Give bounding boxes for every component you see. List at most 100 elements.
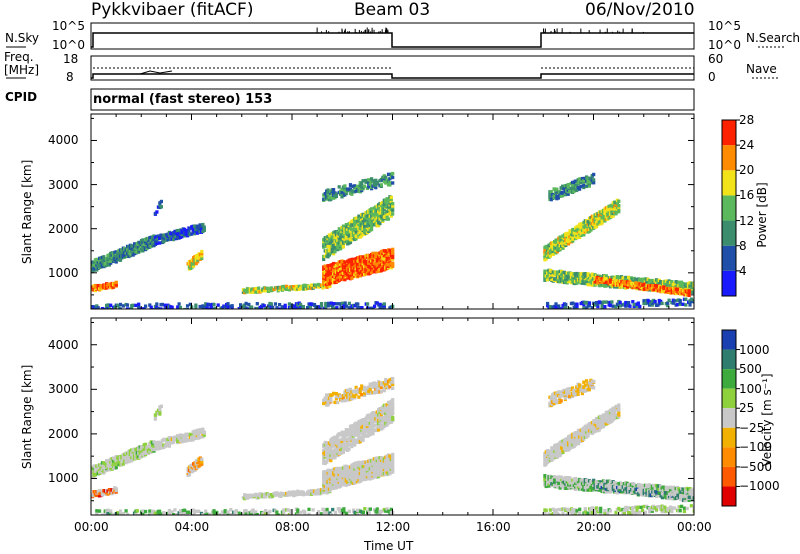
- power-cell: [202, 225, 206, 229]
- velocity-cell: [360, 384, 364, 388]
- power-cell: [659, 299, 663, 304]
- velocity-cell: [336, 483, 340, 487]
- power-cell: [339, 239, 343, 243]
- velocity-cell: [370, 383, 374, 388]
- freq-label-1: Freq.: [4, 50, 34, 64]
- power-cell: [244, 301, 248, 306]
- velocity-cell: [382, 388, 386, 393]
- power-cell: [239, 303, 243, 307]
- velocity-cell: [350, 397, 354, 401]
- velocity-cell: [354, 392, 358, 396]
- velocity-cell: [355, 423, 360, 428]
- velocity-cell: [301, 492, 305, 497]
- velocity-cell: [385, 507, 389, 511]
- power-cell: [386, 217, 391, 221]
- velocity-cell: [100, 467, 104, 471]
- velocity-cell: [379, 389, 383, 394]
- velocity-cell: [348, 387, 353, 392]
- power-cell: [351, 257, 355, 262]
- power-cell: [582, 303, 586, 307]
- velocity-cell: [338, 507, 342, 511]
- velocity-cell: [189, 467, 193, 472]
- velocity-cell: [363, 507, 367, 511]
- power-cell: [109, 259, 113, 263]
- velocity-cell: [144, 442, 148, 447]
- power-cell: [205, 305, 209, 309]
- power-cell: [107, 263, 111, 267]
- power-cell: [118, 302, 123, 307]
- velocity-cell: [371, 432, 375, 436]
- power-cell: [257, 286, 261, 290]
- velocity-cell: [303, 512, 307, 515]
- power-cell: [317, 285, 321, 289]
- power-cell: [141, 249, 145, 253]
- power-cell: [194, 303, 198, 307]
- velocity-cell: [191, 513, 195, 515]
- velocity-cell: [342, 507, 346, 511]
- velocity-cell: [368, 387, 372, 392]
- power-cell: [554, 302, 558, 306]
- velocity-cell: [372, 423, 376, 428]
- velocity-cell: [296, 512, 300, 515]
- power-cell: [642, 299, 646, 303]
- power-cell: [95, 304, 99, 308]
- nsearch-label: N.Search: [746, 31, 800, 45]
- power-cell: [371, 251, 375, 256]
- velocity-cell: [329, 513, 333, 515]
- power-cell: [596, 302, 600, 307]
- velocity-cell: [280, 513, 284, 515]
- velocity-cell: [148, 509, 152, 513]
- freq-trace: [91, 73, 694, 79]
- power-cell: [326, 188, 330, 192]
- velocity-cell: [331, 507, 335, 512]
- power-cell: [340, 301, 345, 305]
- velocity-cell: [125, 512, 130, 515]
- power-cell: [388, 248, 392, 252]
- power-cell: [385, 251, 389, 255]
- power-cell: [582, 183, 586, 188]
- power-cell: [578, 187, 582, 191]
- power-cell: [354, 234, 358, 239]
- power-cell: [587, 184, 591, 188]
- power-cell: [278, 303, 282, 307]
- power-cell: [587, 303, 592, 308]
- power-cell: [579, 184, 583, 189]
- power-cell: [567, 242, 571, 246]
- power-cell: [645, 281, 649, 285]
- velocity-cell: [322, 401, 326, 406]
- power-cell: [329, 241, 333, 245]
- power-cell: [667, 298, 671, 302]
- velocity-cell: [296, 508, 300, 512]
- power-cell: [326, 301, 331, 306]
- power-cell: [326, 190, 330, 194]
- power-cell: [331, 304, 335, 308]
- power-cell: [561, 278, 565, 283]
- velocity-cell: [363, 391, 367, 396]
- velocity-cell: [334, 396, 338, 401]
- power-cell: [96, 306, 100, 309]
- power-cell: [230, 304, 234, 308]
- velocity-cell: [386, 509, 391, 513]
- velocity-heatmap: [91, 376, 694, 515]
- velocity-cell: [153, 511, 157, 515]
- power-cell: [544, 269, 548, 273]
- power-cell: [335, 302, 339, 306]
- velocity-cell: [391, 464, 395, 469]
- velocity-cell: [162, 511, 166, 515]
- power-cell: [102, 255, 106, 259]
- power-cell: [332, 302, 336, 306]
- power-cell: [617, 204, 621, 208]
- velocity-cell: [244, 512, 248, 515]
- power-cell: [681, 285, 685, 289]
- power-cell: [652, 287, 656, 292]
- velocity-cell: [124, 509, 128, 513]
- freq-tick-bottom: 8: [66, 70, 74, 84]
- power-cell: [160, 302, 164, 307]
- power-cell: [543, 248, 547, 253]
- velocity-cell: [391, 415, 395, 420]
- velocity-cell: [134, 512, 138, 515]
- velocity-cell: [176, 439, 180, 443]
- power-cell: [344, 223, 348, 227]
- velocity-cell: [379, 423, 383, 427]
- time-axis-label: Time UT: [364, 539, 414, 553]
